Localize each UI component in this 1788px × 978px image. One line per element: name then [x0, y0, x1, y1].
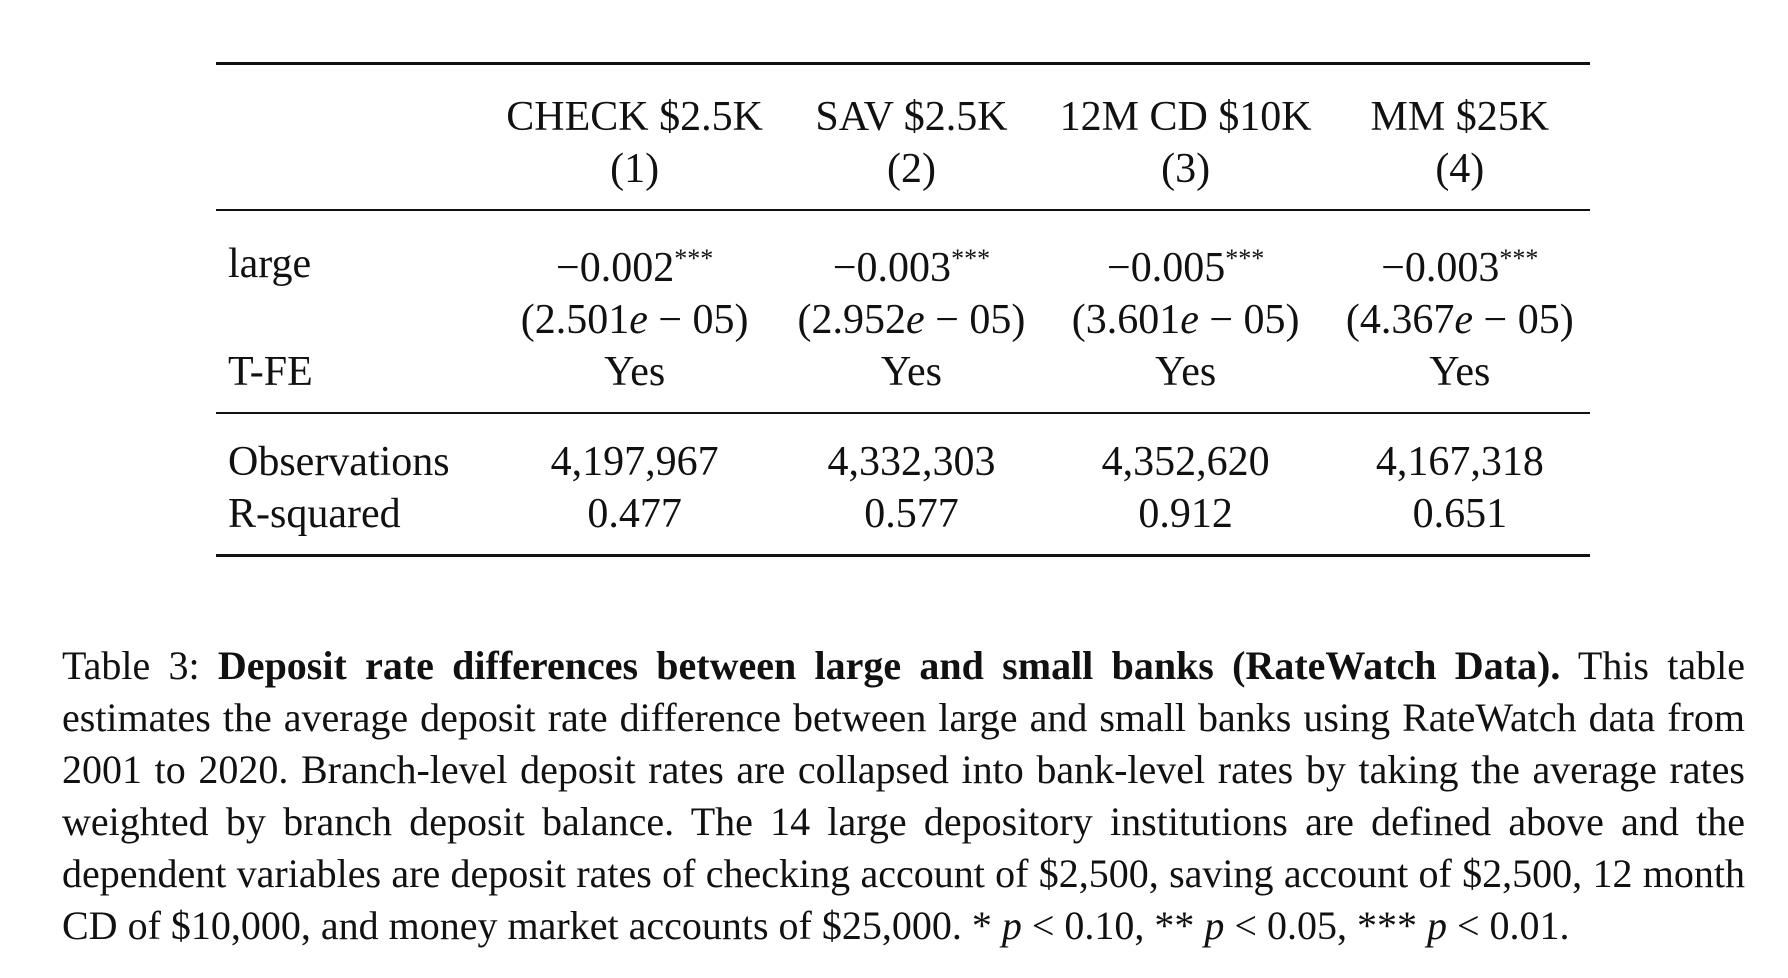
- header-row-names: CHECK $2.5K SAV $2.5K 12M CD $10K MM $25…: [216, 63, 1590, 144]
- row-label-observations: Observations: [228, 439, 450, 485]
- coef-stars-1: ***: [674, 244, 714, 273]
- se-cell-2: (2.952e − 05): [781, 294, 1041, 346]
- caption-title: Deposit rate differences between large a…: [217, 643, 1561, 688]
- se-e-1: e: [629, 297, 648, 343]
- caption-sig1-p: p: [1001, 903, 1022, 948]
- coef-cell-3: −0.005***: [1042, 210, 1330, 294]
- header-blank: [216, 64, 488, 144]
- tfe-cell-1: Yes: [604, 349, 666, 395]
- caption-sig2-stars: **: [1154, 903, 1205, 948]
- coef-value-2: −0.003: [832, 245, 952, 291]
- caption-prefix: Table 3:: [62, 643, 218, 688]
- tfe-cell-3: Yes: [1155, 349, 1217, 395]
- table-caption: Table 3: Deposit rate differences betwee…: [62, 640, 1745, 952]
- coef-stars-4: ***: [1499, 244, 1539, 273]
- header-row-numbers: (1) (2) (3) (4): [216, 143, 1590, 210]
- rsq-cell-2: 0.577: [864, 491, 959, 537]
- caption-sig2-p: p: [1204, 903, 1225, 948]
- coef-stars-2: ***: [951, 244, 991, 273]
- obs-cell-1: 4,197,967: [550, 439, 719, 485]
- se-exp-1: − 05): [647, 297, 749, 343]
- row-label-rsquared: R-squared: [228, 491, 401, 537]
- coef-value-1: −0.002: [556, 245, 675, 291]
- se-e-2: e: [906, 297, 925, 343]
- obs-cell-2: 4,332,303: [827, 439, 996, 485]
- row-label-tfe: T-FE: [228, 349, 313, 395]
- coef-stars-3: ***: [1225, 244, 1265, 273]
- regression-table-container: CHECK $2.5K SAV $2.5K 12M CD $10K MM $25…: [216, 62, 1590, 557]
- se-mantissa-1: (2.501: [520, 297, 630, 343]
- coef-value-4: −0.003: [1381, 245, 1500, 291]
- se-mantissa-3: (3.601: [1071, 297, 1181, 343]
- se-cell-1: (2.501e − 05): [488, 294, 781, 346]
- caption-sig3-p: p: [1426, 903, 1447, 948]
- coef-cell-4: −0.003***: [1330, 210, 1590, 294]
- row-large-standard-error: (2.501e − 05) (2.952e − 05) (3.601e − 05…: [216, 294, 1590, 346]
- header-blank-2: [216, 143, 488, 210]
- column-header-1: CHECK $2.5K: [506, 94, 763, 140]
- se-exp-3: − 05): [1198, 297, 1300, 343]
- regression-table: CHECK $2.5K SAV $2.5K 12M CD $10K MM $25…: [216, 62, 1590, 557]
- column-header-4: MM $25K: [1370, 94, 1550, 140]
- se-cell-4: (4.367e − 05): [1330, 294, 1590, 346]
- coef-value-3: −0.005: [1107, 245, 1226, 291]
- coef-cell-2: −0.003***: [781, 210, 1041, 294]
- row-rsquared: R-squared 0.477 0.577 0.912 0.651: [216, 488, 1590, 556]
- se-mantissa-4: (4.367: [1345, 297, 1455, 343]
- obs-cell-3: 4,352,620: [1101, 439, 1270, 485]
- caption-sig1-stars: *: [971, 903, 1002, 948]
- column-header-3: 12M CD $10K: [1059, 94, 1312, 140]
- caption-sig1-rest: < 0.10,: [1021, 903, 1155, 948]
- coef-cell-1: −0.002***: [488, 210, 781, 294]
- se-exp-4: − 05): [1473, 297, 1574, 343]
- caption-body: This table estimates the average deposit…: [62, 643, 1746, 948]
- rsq-cell-1: 0.477: [587, 491, 682, 537]
- row-label-large: large: [228, 240, 312, 287]
- column-number-1: (1): [610, 146, 660, 192]
- row-tfe: T-FE Yes Yes Yes Yes: [216, 346, 1590, 413]
- column-number-3: (3): [1161, 146, 1211, 192]
- row-large-coefficient: large −0.002*** −0.003*** −0.005*** −0.0…: [216, 210, 1590, 294]
- caption-sig3-stars: ***: [1356, 903, 1427, 948]
- obs-cell-4: 4,167,318: [1375, 439, 1544, 485]
- rsq-cell-3: 0.912: [1138, 491, 1233, 537]
- column-header-2: SAV $2.5K: [815, 94, 1008, 140]
- caption-sig2-rest: < 0.05,: [1224, 903, 1357, 948]
- se-label-blank: [216, 294, 488, 346]
- row-observations: Observations 4,197,967 4,332,303 4,352,6…: [216, 413, 1590, 488]
- se-e-3: e: [1180, 297, 1199, 343]
- column-number-2: (2): [886, 146, 936, 192]
- tfe-cell-4: Yes: [1429, 349, 1491, 395]
- se-e-4: e: [1454, 297, 1474, 343]
- caption-sig3-rest: < 0.01.: [1446, 903, 1570, 948]
- se-cell-3: (3.601e − 05): [1042, 294, 1330, 346]
- column-number-4: (4): [1435, 146, 1485, 192]
- tfe-cell-2: Yes: [880, 349, 943, 395]
- se-mantissa-2: (2.952: [797, 297, 907, 343]
- se-exp-2: − 05): [924, 297, 1026, 343]
- rsq-cell-4: 0.651: [1412, 491, 1508, 537]
